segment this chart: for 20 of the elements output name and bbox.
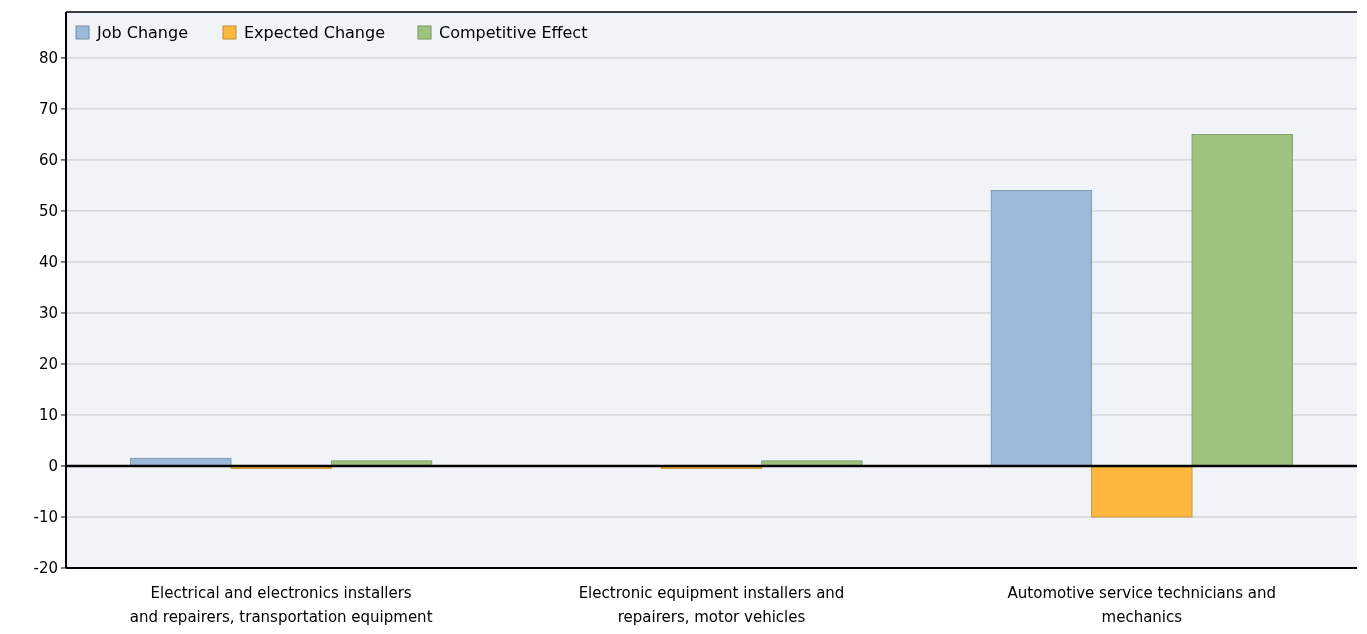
x-tick-label: Electrical and electronics installers and repairers, transportation equipment [129,584,433,626]
bar [990,190,1093,467]
x-tick-label: Electronic equipment installers and repairers, motor vehicles [578,584,845,626]
y-tick-label: 30 [38,304,58,323]
y-tick-label: 60 [38,151,58,170]
bar [1191,134,1293,467]
y-tick-label: 40 [38,253,58,272]
x-tick-label: Automotive service technicians and mechanics [1007,584,1277,626]
legend-label: Job Change [96,23,189,42]
y-tick-label: 0 [48,457,58,476]
y-tick-label: 20 [38,355,58,374]
bar [1091,465,1193,518]
y-tick-label: 10 [38,406,58,425]
y-tick-label: -20 [33,559,58,578]
y-tick-label: 70 [38,100,58,119]
y-tick-label: -10 [33,508,58,527]
legend-label: Expected Change [244,23,385,42]
legend-label: Competitive Effect [439,23,588,42]
y-tick-label: 50 [38,202,58,221]
y-tick-label: 80 [38,49,58,68]
